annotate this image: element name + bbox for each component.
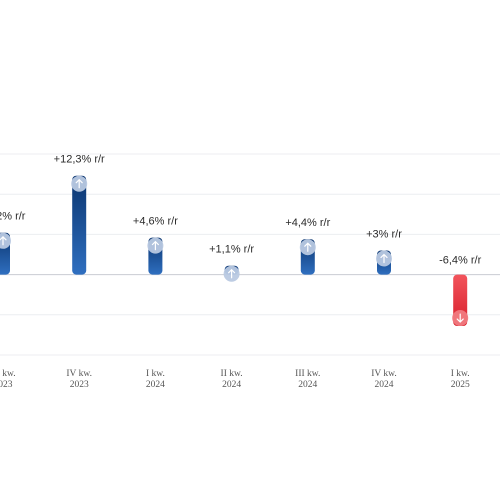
x-tick-label: IV kw. <box>66 369 92 379</box>
bar-group: -6,4% r/r <box>439 255 482 327</box>
x-tick-label: 2024 <box>222 380 241 390</box>
arrow-icon <box>151 240 159 251</box>
x-tick-label: I kw. <box>146 369 165 379</box>
x-tick-label: 2025 <box>451 380 470 390</box>
value-label: +1,1% r/r <box>209 244 254 256</box>
arrow-icon <box>456 313 464 323</box>
x-tick-label: 2024 <box>298 380 317 390</box>
x-tick-label: 2024 <box>146 380 165 390</box>
bar-group: +12,3% r/r <box>54 154 105 275</box>
x-tick-label: II kw. <box>221 369 243 379</box>
arrow-icon <box>380 253 388 264</box>
arrow-icon <box>75 178 83 189</box>
x-tick-label: 2023 <box>70 380 89 390</box>
bar <box>72 175 87 275</box>
arrow-icon <box>228 268 236 279</box>
value-label: +12,3% r/r <box>54 154 105 166</box>
bar-group: +4,4% r/r <box>285 217 331 275</box>
bar-group: +4,6% r/r <box>133 216 178 275</box>
value-label: +5,2% r/r <box>0 211 26 223</box>
arrow-icon <box>304 242 312 252</box>
x-tick-label: IV kw. <box>371 369 397 379</box>
value-label: +3% r/r <box>366 228 402 240</box>
value-label: +4,4% r/r <box>285 217 330 229</box>
bar-group: +1,1% r/r <box>209 244 254 282</box>
arrow-icon <box>0 235 7 246</box>
x-tick-label: 2024 <box>375 380 394 390</box>
value-label: -6,4% r/r <box>439 255 482 267</box>
value-label: +4,6% r/r <box>133 216 178 228</box>
x-tick-label: III kw. <box>295 369 320 379</box>
bar-group: +3% r/r <box>366 228 402 275</box>
x-tick-label: III kw. <box>0 369 16 379</box>
x-tick-label: 2023 <box>0 380 13 390</box>
x-tick-label: I kw. <box>451 369 470 379</box>
bar-group: +5,2% r/r <box>0 211 26 275</box>
